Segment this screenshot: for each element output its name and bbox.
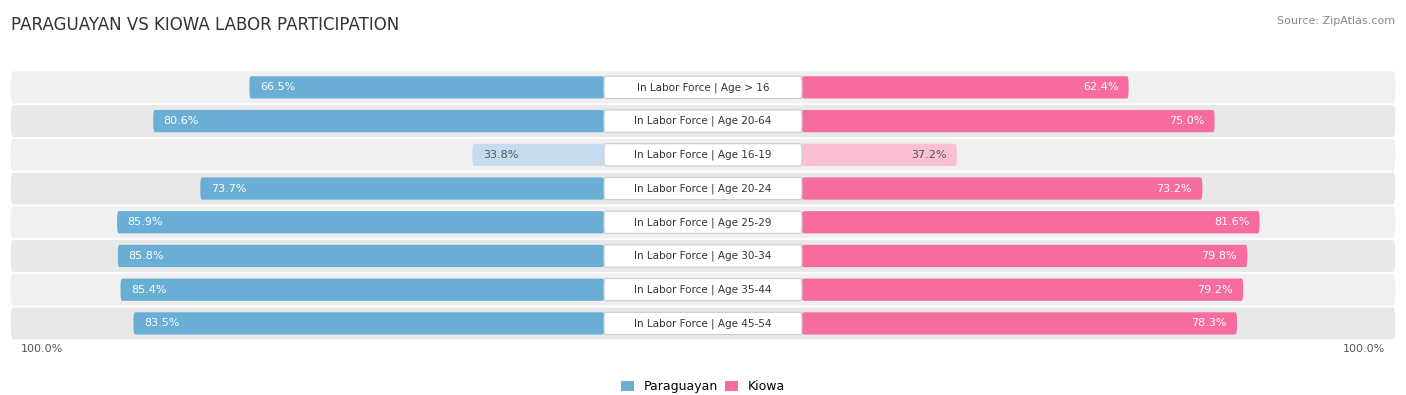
FancyBboxPatch shape (605, 278, 801, 301)
Text: 100.0%: 100.0% (21, 344, 63, 354)
Text: 75.0%: 75.0% (1168, 116, 1204, 126)
Text: In Labor Force | Age 20-24: In Labor Force | Age 20-24 (634, 183, 772, 194)
FancyBboxPatch shape (118, 245, 605, 267)
FancyBboxPatch shape (801, 211, 1260, 233)
FancyBboxPatch shape (11, 307, 1395, 339)
FancyBboxPatch shape (605, 245, 801, 267)
Text: 81.6%: 81.6% (1213, 217, 1249, 227)
Text: 85.8%: 85.8% (128, 251, 163, 261)
FancyBboxPatch shape (605, 211, 801, 233)
FancyBboxPatch shape (11, 206, 1395, 238)
FancyBboxPatch shape (801, 312, 1237, 335)
FancyBboxPatch shape (200, 177, 605, 199)
Text: 66.5%: 66.5% (260, 83, 295, 92)
Text: 73.2%: 73.2% (1156, 184, 1192, 194)
Text: In Labor Force | Age 20-64: In Labor Force | Age 20-64 (634, 116, 772, 126)
FancyBboxPatch shape (801, 110, 1215, 132)
FancyBboxPatch shape (11, 173, 1395, 205)
Text: 79.8%: 79.8% (1201, 251, 1237, 261)
Text: 73.7%: 73.7% (211, 184, 246, 194)
Text: In Labor Force | Age > 16: In Labor Force | Age > 16 (637, 82, 769, 93)
FancyBboxPatch shape (605, 144, 801, 166)
Text: 85.4%: 85.4% (131, 285, 166, 295)
FancyBboxPatch shape (605, 312, 801, 335)
FancyBboxPatch shape (801, 278, 1243, 301)
Text: 78.3%: 78.3% (1191, 318, 1226, 328)
FancyBboxPatch shape (472, 144, 605, 166)
FancyBboxPatch shape (801, 245, 1247, 267)
Text: In Labor Force | Age 30-34: In Labor Force | Age 30-34 (634, 251, 772, 261)
FancyBboxPatch shape (153, 110, 605, 132)
Text: 83.5%: 83.5% (143, 318, 179, 328)
Text: In Labor Force | Age 16-19: In Labor Force | Age 16-19 (634, 150, 772, 160)
FancyBboxPatch shape (11, 71, 1395, 103)
FancyBboxPatch shape (605, 110, 801, 132)
FancyBboxPatch shape (249, 76, 605, 98)
FancyBboxPatch shape (801, 144, 957, 166)
FancyBboxPatch shape (11, 105, 1395, 137)
Legend: Paraguayan, Kiowa: Paraguayan, Kiowa (616, 375, 790, 395)
FancyBboxPatch shape (801, 177, 1202, 199)
Text: 37.2%: 37.2% (911, 150, 946, 160)
FancyBboxPatch shape (117, 211, 605, 233)
Text: 80.6%: 80.6% (163, 116, 200, 126)
FancyBboxPatch shape (605, 177, 801, 199)
FancyBboxPatch shape (11, 240, 1395, 272)
FancyBboxPatch shape (121, 278, 605, 301)
Text: PARAGUAYAN VS KIOWA LABOR PARTICIPATION: PARAGUAYAN VS KIOWA LABOR PARTICIPATION (11, 16, 399, 34)
FancyBboxPatch shape (11, 274, 1395, 306)
Text: 85.9%: 85.9% (128, 217, 163, 227)
Text: In Labor Force | Age 25-29: In Labor Force | Age 25-29 (634, 217, 772, 228)
FancyBboxPatch shape (11, 139, 1395, 171)
Text: In Labor Force | Age 45-54: In Labor Force | Age 45-54 (634, 318, 772, 329)
Text: Source: ZipAtlas.com: Source: ZipAtlas.com (1277, 16, 1395, 26)
Text: 33.8%: 33.8% (482, 150, 519, 160)
FancyBboxPatch shape (605, 76, 801, 98)
Text: 79.2%: 79.2% (1198, 285, 1233, 295)
FancyBboxPatch shape (801, 76, 1129, 98)
Text: 62.4%: 62.4% (1083, 83, 1118, 92)
Text: 100.0%: 100.0% (1343, 344, 1385, 354)
FancyBboxPatch shape (134, 312, 605, 335)
Text: In Labor Force | Age 35-44: In Labor Force | Age 35-44 (634, 284, 772, 295)
